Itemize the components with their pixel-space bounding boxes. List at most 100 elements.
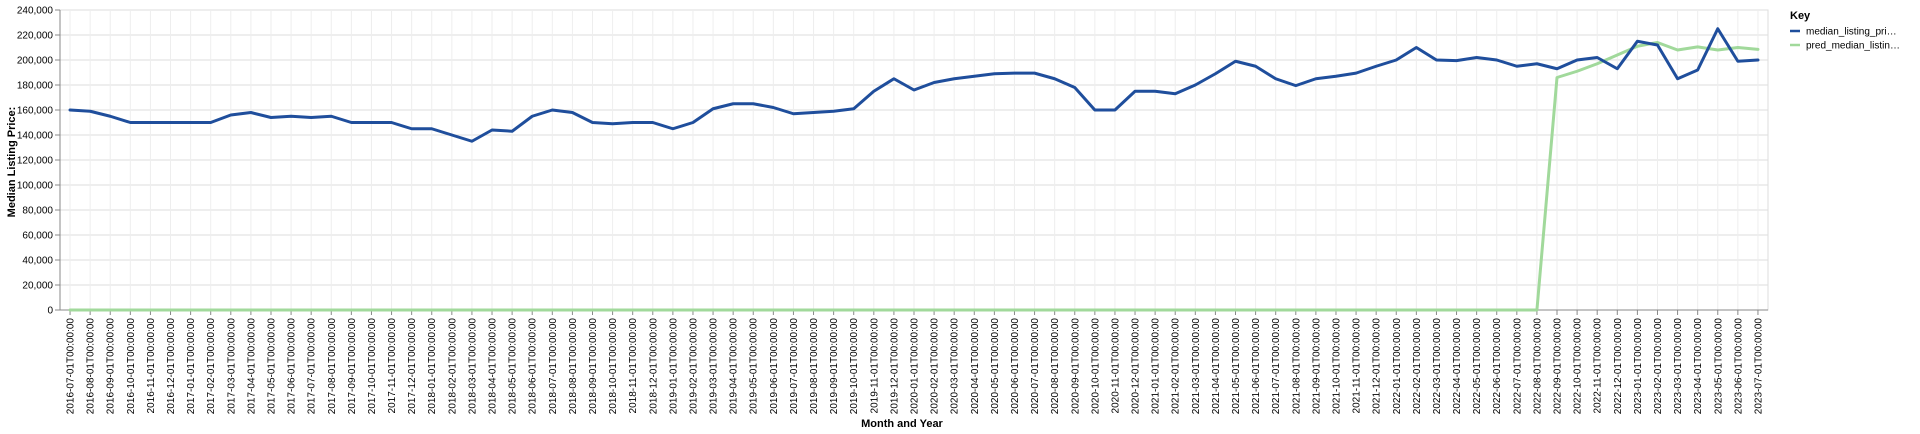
x-tick-label: 2021-11-01T00:00:00 [1352, 318, 1363, 414]
x-tick-label: 2017-10-01T00:00:00 [367, 318, 378, 415]
y-tick-label: 100,000 [17, 181, 54, 192]
x-tick-label: 2016-08-01T00:00:00 [86, 318, 97, 415]
x-tick-label: 2018-06-01T00:00:00 [528, 318, 539, 415]
x-tick-label: 2019-12-01T00:00:00 [889, 318, 900, 415]
legend-title: Key [1790, 10, 1811, 22]
x-tick-label: 2019-06-01T00:00:00 [769, 318, 780, 415]
x-tick-label: 2021-05-01T00:00:00 [1231, 318, 1242, 415]
x-tick-label: 2021-07-01T00:00:00 [1271, 318, 1282, 415]
x-tick-label: 2022-06-01T00:00:00 [1492, 318, 1503, 415]
x-tick-label: 2023-02-01T00:00:00 [1653, 318, 1664, 415]
x-tick-label: 2019-10-01T00:00:00 [849, 318, 860, 415]
x-tick-label: 2022-09-01T00:00:00 [1553, 318, 1564, 415]
x-tick-label: 2021-03-01T00:00:00 [1191, 318, 1202, 415]
series-line-1 [68, 41, 1760, 312]
x-tick-label: 2020-08-01T00:00:00 [1050, 318, 1061, 415]
y-tick-label: 80,000 [22, 206, 53, 217]
legend-label-0: median_listing_pri… [1806, 27, 1897, 38]
y-tick-label: 0 [47, 306, 53, 317]
x-tick-label: 2018-09-01T00:00:00 [588, 318, 599, 415]
y-tick-label: 160,000 [17, 106, 54, 117]
series-line-0 [68, 27, 1760, 143]
x-tick-label: 2019-08-01T00:00:00 [809, 318, 820, 415]
x-tick-label: 2017-02-01T00:00:00 [206, 318, 217, 415]
x-tick-label: 2021-04-01T00:00:00 [1211, 318, 1222, 415]
x-tick-label: 2022-02-01T00:00:00 [1412, 318, 1423, 415]
x-axis-title: Month and Year [861, 418, 943, 430]
x-tick-label: 2018-10-01T00:00:00 [608, 318, 619, 415]
x-axis: 2016-07-01T00:00:00 2016-08-01T00:00:00 20… [60, 309, 1768, 415]
x-tick-label: 2016-07-01T00:00:00 [66, 318, 77, 415]
x-tick-label: 2017-03-01T00:00:00 [226, 318, 237, 415]
x-tick-label: 2020-05-01T00:00:00 [990, 318, 1001, 415]
x-tick-label: 2020-01-01T00:00:00 [910, 318, 921, 415]
x-tick-label: 2019-07-01T00:00:00 [789, 318, 800, 415]
x-tick-label: 2017-01-01T00:00:00 [186, 318, 197, 415]
x-tick-label: 2017-08-01T00:00:00 [327, 318, 338, 415]
x-tick-label: 2021-08-01T00:00:00 [1291, 318, 1302, 415]
x-tick-label: 2020-09-01T00:00:00 [1070, 318, 1081, 415]
x-tick-label: 2016-11-01T00:00:00 [146, 318, 157, 414]
x-tick-label: 2022-10-01T00:00:00 [1573, 318, 1584, 415]
x-tick-label: 2021-09-01T00:00:00 [1311, 318, 1322, 415]
y-tick-label: 40,000 [22, 256, 53, 267]
legend-label-1: pred_median_listin… [1806, 41, 1900, 52]
x-tick-label: 2022-03-01T00:00:00 [1432, 318, 1443, 415]
y-tick-label: 180,000 [17, 81, 54, 92]
x-tick-label: 2016-10-01T00:00:00 [126, 318, 137, 415]
x-tick-label: 2021-06-01T00:00:00 [1251, 318, 1262, 415]
y-tick-label: 60,000 [22, 231, 53, 242]
x-tick-label: 2022-05-01T00:00:00 [1472, 318, 1483, 415]
x-tick-label: 2023-06-01T00:00:00 [1733, 318, 1744, 415]
x-tick-label: 2022-08-01T00:00:00 [1532, 318, 1543, 415]
y-tick-label: 20,000 [22, 281, 53, 292]
x-tick-label: 2018-11-01T00:00:00 [628, 318, 639, 414]
x-tick-label: 2017-07-01T00:00:00 [307, 318, 318, 415]
series-layer [68, 27, 1760, 312]
x-tick-label: 2019-02-01T00:00:00 [688, 318, 699, 415]
x-tick-label: 2017-06-01T00:00:00 [287, 318, 298, 415]
x-tick-label: 2019-04-01T00:00:00 [729, 318, 740, 415]
x-tick-label: 2019-01-01T00:00:00 [668, 318, 679, 415]
x-tick-label: 2022-11-01T00:00:00 [1593, 318, 1604, 414]
y-axis: 0 20,000 40,000 60,000 80,000 100,000 120,000 1… [17, 6, 61, 317]
x-tick-label: 2020-02-01T00:00:00 [930, 318, 941, 415]
x-tick-label: 2021-02-01T00:00:00 [1171, 318, 1182, 415]
x-tick-label: 2016-09-01T00:00:00 [106, 318, 117, 415]
x-tick-label: 2019-05-01T00:00:00 [749, 318, 760, 415]
x-tick-label: 2018-12-01T00:00:00 [648, 318, 659, 415]
x-tick-label: 2020-11-01T00:00:00 [1110, 318, 1121, 414]
y-tick-label: 120,000 [17, 156, 54, 167]
x-tick-label: 2021-12-01T00:00:00 [1372, 318, 1383, 415]
x-tick-label: 2023-05-01T00:00:00 [1713, 318, 1724, 415]
x-tick-label: 2018-07-01T00:00:00 [548, 318, 559, 415]
x-tick-label: 2019-09-01T00:00:00 [829, 318, 840, 415]
x-tick-label: 2023-04-01T00:00:00 [1693, 318, 1704, 415]
x-tick-label: 2022-12-01T00:00:00 [1613, 318, 1624, 415]
x-tick-label: 2020-06-01T00:00:00 [1010, 318, 1021, 415]
x-tick-label: 2017-05-01T00:00:00 [266, 318, 277, 415]
x-tick-label: 2023-01-01T00:00:00 [1633, 318, 1644, 415]
grid [59, 9, 1769, 311]
x-tick-label: 2022-04-01T00:00:00 [1452, 318, 1463, 415]
y-tick-label: 240,000 [17, 6, 54, 17]
x-tick-label: 2017-04-01T00:00:00 [246, 318, 257, 415]
y-tick-label: 200,000 [17, 56, 54, 67]
legend: Key median_listing_pri… pred_median_listi… [1790, 10, 1900, 52]
x-tick-label: 2018-04-01T00:00:00 [488, 318, 499, 415]
x-tick-label: 2018-01-01T00:00:00 [427, 318, 438, 415]
x-tick-label: 2016-12-01T00:00:00 [166, 318, 177, 415]
x-tick-label: 2022-07-01T00:00:00 [1512, 318, 1523, 415]
x-tick-label: 2021-01-01T00:00:00 [1151, 318, 1162, 415]
x-tick-label: 2020-04-01T00:00:00 [970, 318, 981, 415]
x-tick-label: 2020-10-01T00:00:00 [1090, 318, 1101, 415]
x-tick-label: 2021-10-01T00:00:00 [1331, 318, 1342, 415]
x-tick-label: 2018-02-01T00:00:00 [447, 318, 458, 415]
x-tick-label: 2019-03-01T00:00:00 [709, 318, 720, 415]
x-tick-label: 2019-11-01T00:00:00 [869, 318, 880, 414]
x-tick-label: 2022-01-01T00:00:00 [1392, 318, 1403, 415]
x-tick-label: 2023-07-01T00:00:00 [1753, 318, 1764, 415]
x-tick-label: 2018-08-01T00:00:00 [568, 318, 579, 415]
